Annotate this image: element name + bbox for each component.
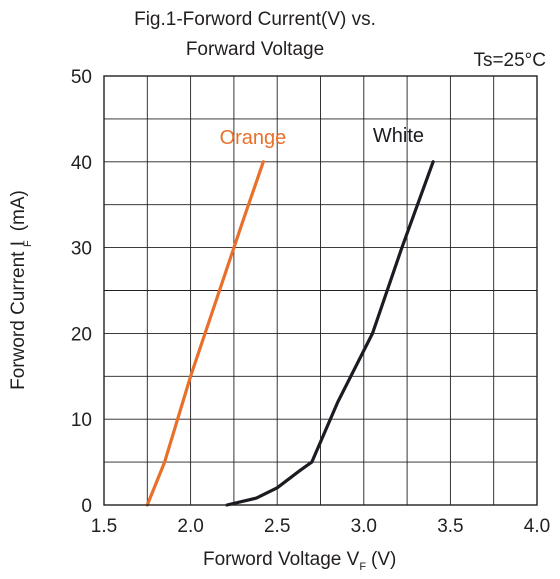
x-tick-label: 2.0 xyxy=(177,516,203,537)
y-axis-label: Forword Current IF (mA) xyxy=(8,190,34,390)
tick-labels: 1.5 2.0 2.5 3.0 3.5 4.0 0 10 20 30 40 50 xyxy=(71,67,550,537)
y-axis-label-subscript: F xyxy=(22,240,34,247)
y-tick-label: 20 xyxy=(71,324,92,345)
series-label-white: White xyxy=(373,125,424,147)
y-tick-label: 40 xyxy=(71,153,92,174)
y-tick-label: 30 xyxy=(71,239,92,260)
y-axis-label-main: Forword Current I xyxy=(8,241,29,390)
x-axis-label-main: Forword Voltage V xyxy=(203,549,360,570)
chart-title-line1: Fig.1-Forword Current(V) vs. xyxy=(134,9,376,30)
plot-frame xyxy=(103,75,538,506)
x-axis-label-unit: (V) xyxy=(371,549,396,570)
chart-title-line2: Forward Voltage xyxy=(186,39,324,60)
series-line-white xyxy=(225,160,435,507)
x-axis-label-subscript: F xyxy=(359,561,366,573)
temperature-condition: Ts=25°C xyxy=(473,50,546,71)
series-line-orange xyxy=(145,160,265,507)
x-tick-label: 3.0 xyxy=(351,516,377,537)
x-tick-label: 3.5 xyxy=(437,516,463,537)
y-tick-label: 50 xyxy=(71,67,92,88)
x-tick-label: 1.5 xyxy=(91,516,117,537)
y-tick-label: 0 xyxy=(81,496,92,517)
x-axis-label: Forword Voltage VF (V) xyxy=(203,549,396,573)
series-label-orange: Orange xyxy=(220,127,287,149)
y-axis-label-unit: (mA) xyxy=(8,190,29,231)
y-tick-label: 10 xyxy=(71,410,92,431)
series-lines: Orange White xyxy=(145,125,435,507)
x-tick-label: 2.5 xyxy=(264,516,290,537)
x-tick-label: 4.0 xyxy=(524,516,550,537)
